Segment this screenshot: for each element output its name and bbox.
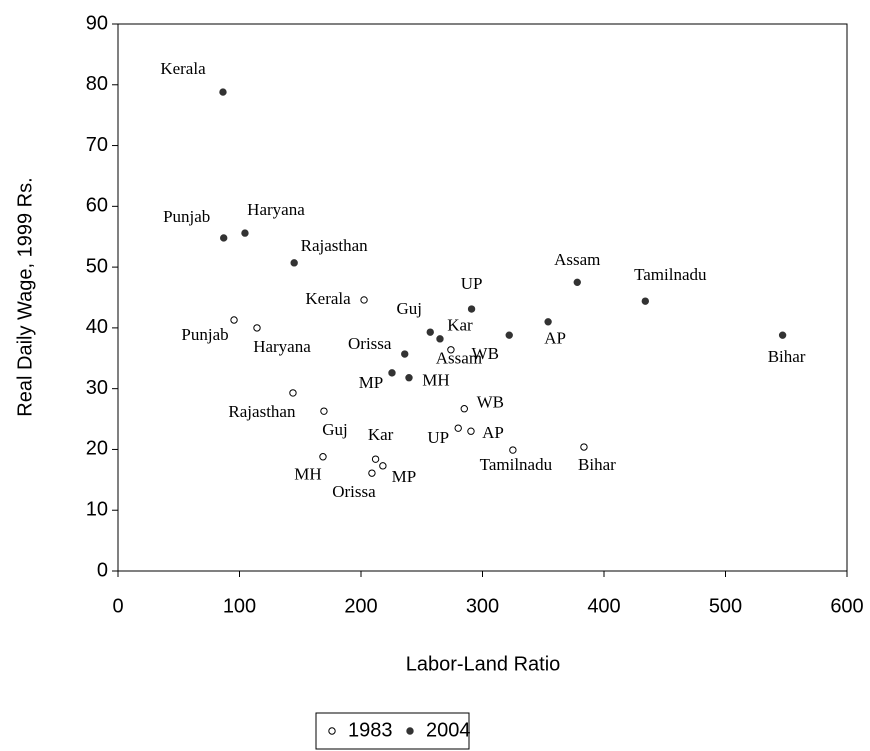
point (573, 278, 581, 287)
x-tick-label: 200 (344, 595, 377, 617)
point-label: AP (482, 423, 504, 442)
point (401, 350, 409, 358)
point (379, 462, 387, 470)
point-label: Haryana (253, 337, 311, 356)
point (447, 346, 455, 354)
y-tick-label: 70 (86, 134, 108, 156)
point-label: Orissa (332, 482, 376, 501)
y-tick-label: 0 (97, 559, 108, 581)
point (641, 297, 650, 305)
y-tick-label: 90 (86, 12, 108, 34)
point (290, 259, 298, 267)
legend-marker (328, 727, 336, 735)
point (426, 328, 434, 336)
point-label: Kar (368, 425, 394, 444)
point (460, 405, 468, 413)
point (454, 424, 462, 432)
point (360, 296, 368, 304)
y-tick-label: 10 (86, 499, 108, 521)
plot-frame (117, 23, 848, 572)
x-tick-label: 100 (223, 595, 256, 617)
point (467, 305, 476, 313)
legend-label: 2004 (426, 719, 471, 741)
point (371, 455, 380, 463)
x-tick-label: 500 (709, 595, 742, 617)
point-label: Kerala (305, 289, 351, 308)
point-label: AP (544, 329, 566, 348)
y-tick-label: 30 (86, 377, 108, 399)
point-label: Bihar (768, 347, 806, 366)
point-label: Rajasthan (301, 236, 369, 255)
point-label: Guj (397, 299, 423, 318)
point-label: Kerala (160, 59, 206, 78)
point (368, 469, 376, 477)
legend-label: 1983 (348, 719, 393, 741)
point (467, 427, 475, 435)
x-tick-label: 600 (830, 595, 863, 617)
point (253, 324, 261, 332)
point-label: MP (392, 467, 417, 486)
x-tick-label: 400 (587, 595, 620, 617)
legend-box (315, 712, 470, 750)
y-tick-label: 40 (86, 316, 108, 338)
y-tick-label: 60 (86, 195, 108, 217)
point (230, 316, 238, 324)
x-tick-label: 300 (466, 595, 499, 617)
point-label: Orissa (348, 334, 392, 353)
point (241, 229, 249, 237)
point-label: Haryana (247, 200, 305, 219)
point-label: MH (422, 371, 449, 390)
point (320, 407, 328, 415)
point-label: Rajasthan (228, 402, 296, 421)
y-tick-label: 50 (86, 255, 108, 277)
point-label: Tamilnadu (634, 265, 707, 284)
x-axis-label: Labor-Land Ratio (406, 653, 561, 675)
point (505, 331, 513, 339)
point-label: Assam (554, 250, 600, 269)
point-label: MH (294, 465, 321, 484)
point-label: Punjab (181, 325, 228, 344)
y-axis-label: Real Daily Wage, 1999 Rs. (14, 177, 36, 416)
point (220, 234, 228, 242)
point (405, 374, 413, 382)
point (436, 335, 444, 343)
point (388, 369, 396, 377)
y-tick-label: 20 (86, 438, 108, 460)
point (319, 453, 327, 461)
point-label: Assam (436, 349, 482, 368)
point (580, 443, 588, 451)
point-label: UP (461, 274, 483, 293)
point (289, 389, 297, 397)
point-label: WB (477, 393, 504, 412)
point (544, 318, 552, 326)
point-label: MP (359, 373, 384, 392)
point-label: Guj (322, 420, 348, 439)
x-tick-label: 0 (112, 595, 123, 617)
point-label: Kar (447, 316, 473, 335)
y-tick-label: 80 (86, 73, 108, 95)
point-label: UP (427, 428, 449, 447)
legend-marker (406, 727, 414, 735)
point (219, 88, 227, 96)
point-label: Punjab (163, 207, 210, 226)
point (509, 446, 517, 454)
point-label: Bihar (578, 455, 616, 474)
point-label: WB (472, 344, 499, 363)
point-label: Tamilnadu (480, 455, 553, 474)
point (778, 331, 787, 339)
